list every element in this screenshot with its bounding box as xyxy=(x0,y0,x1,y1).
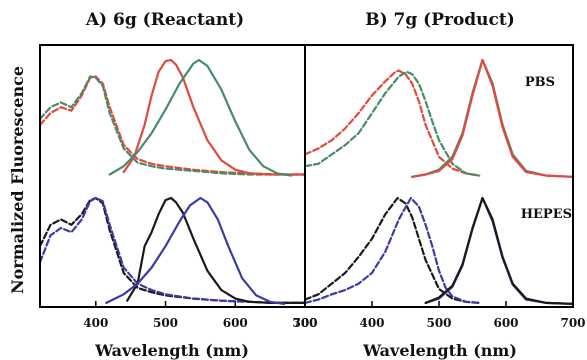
series-excitation-line xyxy=(303,70,481,177)
x-tick-label: 500 xyxy=(153,316,178,330)
series-emission-line xyxy=(411,58,575,178)
y-axis-label: Normalized Fluorescence xyxy=(8,66,27,294)
x-tick-label: 600 xyxy=(223,316,248,330)
panel-a-frame xyxy=(39,44,306,308)
series-excitation-line xyxy=(38,75,307,176)
x-tick-label: 600 xyxy=(493,316,518,330)
series-excitation-line xyxy=(38,196,307,304)
series-emission-line xyxy=(105,196,286,305)
series-excitation-line xyxy=(303,196,481,304)
pbs-panel-label: PBS xyxy=(525,75,555,90)
x-tick-label: 500 xyxy=(426,316,451,330)
series-excitation-line xyxy=(38,75,307,176)
series-excitation-line xyxy=(38,196,307,304)
x-tick-label: 700 xyxy=(560,316,585,330)
panel-a-x-axis-label: Wavelength (nm) xyxy=(94,341,249,360)
series-emission-line xyxy=(108,58,293,177)
x-tick-label: 400 xyxy=(83,316,108,330)
panel-b-x-axis-label: Wavelength (nm) xyxy=(362,341,517,360)
hepes-panel-label: HEPES xyxy=(521,207,572,222)
panel-a-title: A) 6g (Reactant) xyxy=(85,10,244,30)
series-excitation-line xyxy=(303,69,481,177)
x-tick-label: 400 xyxy=(359,316,384,330)
x-tick-label: 700 xyxy=(292,316,317,330)
panel-b-frame xyxy=(304,44,574,308)
panel-b-title: B) 7g (Product) xyxy=(365,10,515,30)
series-emission-line xyxy=(424,196,575,305)
x-tick-label: 300 xyxy=(292,316,317,330)
series-emission-line xyxy=(126,196,307,304)
